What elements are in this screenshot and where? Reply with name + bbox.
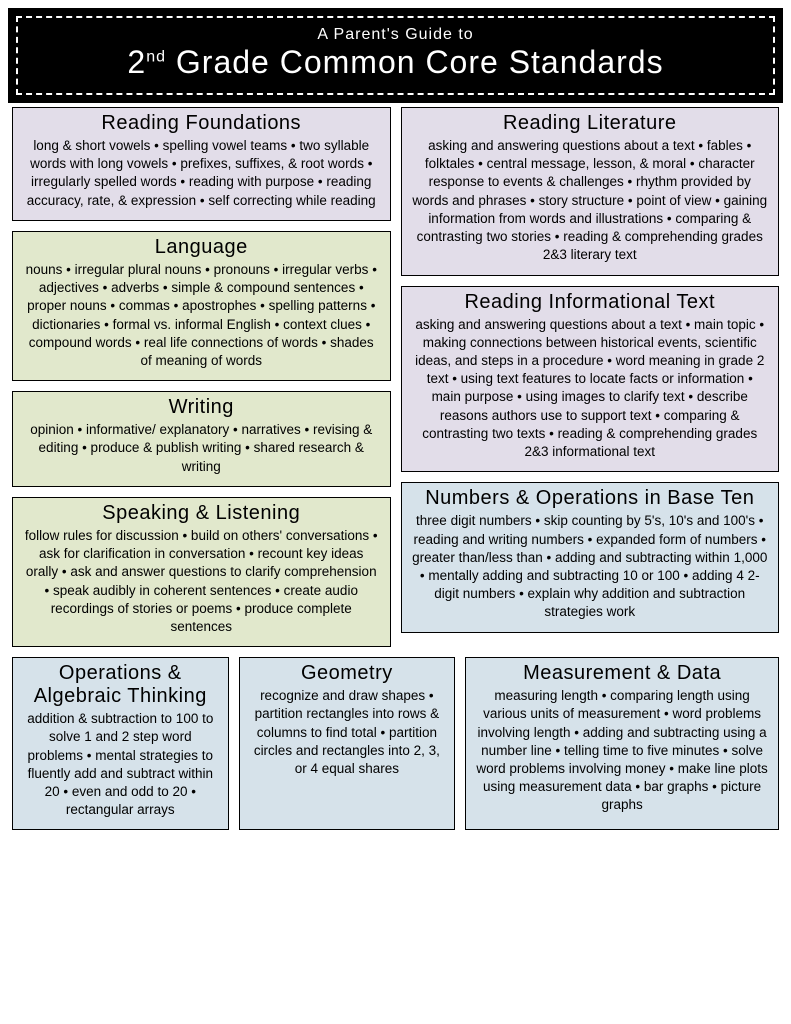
box-language: Language nouns • irregular plural nouns …	[12, 231, 391, 381]
box-title: Operations & Algebraic Thinking	[23, 662, 218, 708]
box-body: asking and answering questions about a t…	[412, 316, 769, 462]
main-grid: Reading Foundations long & short vowels …	[8, 107, 783, 647]
header-title: 2nd Grade Common Core Standards	[18, 44, 773, 81]
box-body: recognize and draw shapes • partition re…	[250, 687, 445, 778]
box-title: Measurement & Data	[476, 662, 768, 685]
box-reading-informational: Reading Informational Text asking and an…	[401, 286, 780, 473]
box-body: long & short vowels • spelling vowel tea…	[23, 137, 380, 210]
box-body: asking and answering questions about a t…	[412, 137, 769, 265]
header-subtitle: A Parent's Guide to	[18, 26, 773, 44]
left-column: Reading Foundations long & short vowels …	[12, 107, 391, 647]
box-measurement-data: Measurement & Data measuring length • co…	[465, 657, 779, 830]
box-body: opinion • informative/ explanatory • nar…	[23, 421, 380, 476]
bottom-row: Operations & Algebraic Thinking addition…	[8, 657, 783, 830]
box-numbers-base-ten: Numbers & Operations in Base Ten three d…	[401, 482, 780, 632]
box-body: nouns • irregular plural nouns • pronoun…	[23, 261, 380, 370]
box-title: Reading Literature	[412, 112, 769, 135]
box-body: addition & subtraction to 100 to solve 1…	[23, 710, 218, 819]
box-reading-foundations: Reading Foundations long & short vowels …	[12, 107, 391, 221]
box-title: Reading Foundations	[23, 112, 380, 135]
box-title: Geometry	[250, 662, 445, 685]
box-title: Writing	[23, 396, 380, 419]
right-column: Reading Literature asking and answering …	[401, 107, 780, 647]
page-header: A Parent's Guide to 2nd Grade Common Cor…	[16, 16, 775, 95]
box-reading-literature: Reading Literature asking and answering …	[401, 107, 780, 276]
box-title: Numbers & Operations in Base Ten	[412, 487, 769, 510]
box-writing: Writing opinion • informative/ explanato…	[12, 391, 391, 487]
box-operations-algebraic: Operations & Algebraic Thinking addition…	[12, 657, 229, 830]
box-body: three digit numbers • skip counting by 5…	[412, 512, 769, 621]
box-body: follow rules for discussion • build on o…	[23, 527, 380, 636]
box-geometry: Geometry recognize and draw shapes • par…	[239, 657, 456, 830]
box-title: Reading Informational Text	[412, 291, 769, 314]
box-title: Language	[23, 236, 380, 259]
box-speaking-listening: Speaking & Listening follow rules for di…	[12, 497, 391, 647]
box-body: measuring length • comparing length usin…	[476, 687, 768, 815]
box-title: Speaking & Listening	[23, 502, 380, 525]
